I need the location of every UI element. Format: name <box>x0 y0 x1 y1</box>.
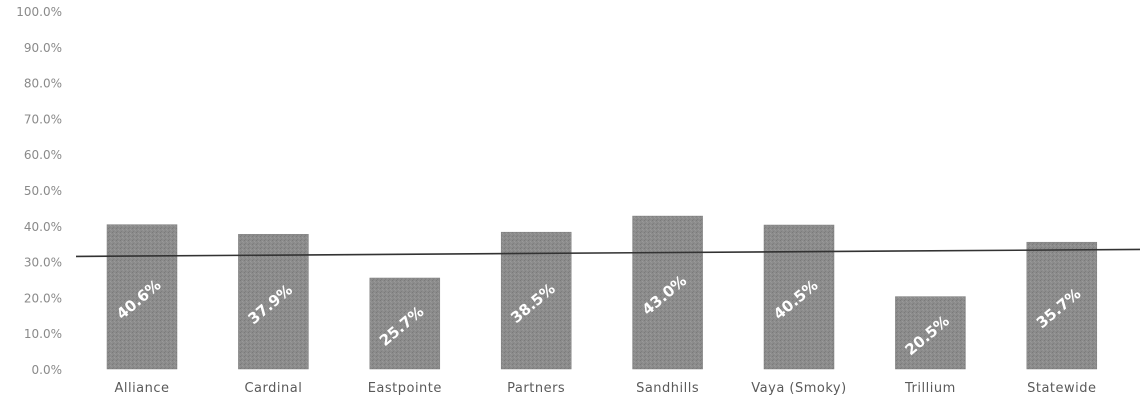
y-tick-label: 70.0% <box>24 112 62 126</box>
bar-cardinal <box>238 234 309 370</box>
x-category-label: Statewide <box>1027 381 1096 396</box>
y-tick-label: 10.0% <box>24 327 62 341</box>
x-category-label: Vaya (Smoky) <box>751 381 846 396</box>
x-category-label: Alliance <box>114 381 169 396</box>
bars-group <box>106 215 1098 370</box>
bar-alliance <box>106 224 178 370</box>
x-category-label: Partners <box>507 381 565 396</box>
bar-eastpointe <box>369 277 441 370</box>
x-category-label: Sandhills <box>636 381 699 396</box>
y-tick-label: 0.0% <box>32 363 63 377</box>
y-tick-label: 30.0% <box>24 256 62 270</box>
y-tick-label: 40.0% <box>24 220 62 234</box>
y-tick-label: 60.0% <box>24 148 62 162</box>
y-tick-label: 100.0% <box>16 5 62 19</box>
y-tick-label: 50.0% <box>24 184 62 198</box>
bar-vaya-smoky <box>763 224 835 370</box>
x-category-label: Eastpointe <box>368 381 442 396</box>
reference-line-group <box>75 248 1140 258</box>
x-category-label: Trillium <box>904 381 956 396</box>
bar-trillium <box>895 296 966 370</box>
bar-partners <box>500 231 572 370</box>
y-tick-label: 90.0% <box>24 41 62 55</box>
bar-statewide <box>1026 241 1098 370</box>
y-tick-label: 80.0% <box>24 77 62 91</box>
y-tick-label: 20.0% <box>24 291 62 305</box>
reference-line <box>75 248 1140 258</box>
x-axis: Alliance Cardinal Eastpointe Partners Sandhi… <box>114 381 1096 396</box>
bar-sandhills <box>632 215 703 370</box>
x-category-label: Cardinal <box>244 381 302 396</box>
y-axis: 0.0% 10.0% 20.0% 30.0% 40.0% 50.0% 60.0% 70.0% 8… <box>16 5 62 377</box>
